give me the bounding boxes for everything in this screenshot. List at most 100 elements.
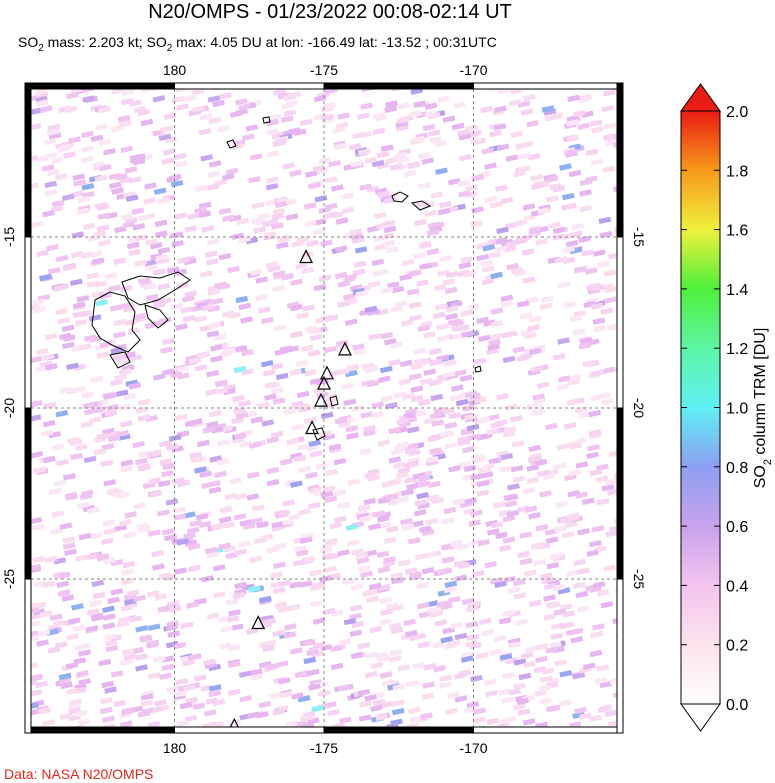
so2-pixel	[96, 432, 109, 440]
so2-pixel	[527, 455, 541, 464]
so2-pixel	[337, 549, 350, 557]
so2-pixel	[44, 189, 58, 197]
so2-pixel	[602, 165, 616, 173]
so2-pixel	[515, 618, 528, 626]
so2-pixel	[161, 528, 175, 536]
so2-pixel	[193, 466, 207, 474]
so2-pixel	[296, 235, 309, 244]
so2-pixel	[518, 152, 532, 160]
so2-pixel	[447, 178, 461, 186]
so2-pixel	[498, 465, 512, 473]
so2-pixel	[126, 241, 140, 250]
so2-pixel	[183, 532, 196, 540]
so2-pixel	[268, 113, 282, 121]
so2-pixel	[417, 398, 431, 407]
so2-pixel	[513, 170, 526, 178]
so2-pixel	[597, 705, 611, 713]
so2-pixel	[510, 465, 524, 473]
so2-pixel	[385, 402, 398, 410]
so2-pixel	[358, 700, 372, 708]
so2-pixel	[238, 302, 252, 311]
so2-pixel	[353, 348, 366, 356]
so2-pixel	[586, 451, 599, 459]
so2-pixel	[418, 480, 432, 488]
so2-pixel	[505, 493, 519, 502]
so2-pixel	[476, 489, 490, 497]
so2-pixel	[209, 355, 223, 363]
so2-pixel	[152, 268, 166, 276]
so2-pixel	[306, 668, 320, 677]
so2-pixel	[578, 411, 592, 419]
so2-pixel	[592, 317, 606, 325]
so2-pixel	[255, 276, 269, 284]
so2-pixel	[494, 245, 508, 253]
so2-pixel	[546, 600, 559, 609]
so2-pixel	[245, 124, 259, 132]
so2-pixel	[61, 341, 75, 350]
so2-pixel	[95, 123, 108, 131]
so2-pixel	[86, 272, 100, 280]
so2-pixel	[418, 474, 431, 482]
so2-pixel	[457, 179, 471, 188]
so2-pixel	[208, 690, 222, 698]
so2-pixel	[409, 110, 422, 118]
so2-pixel	[115, 389, 129, 397]
so2-pixel	[465, 124, 479, 133]
so2-pixel	[140, 118, 154, 127]
so2-pixel	[546, 195, 559, 203]
so2-pixel	[603, 296, 617, 304]
so2-pixel	[99, 697, 113, 705]
so2-pixel	[44, 333, 58, 341]
so2-pixel	[175, 719, 189, 728]
so2-pixel	[76, 295, 90, 303]
lon-tick-top: -170	[459, 62, 487, 78]
so2-pixel	[86, 234, 100, 242]
so2-pixel	[146, 451, 159, 459]
so2-pixel	[40, 429, 54, 437]
so2-pixel	[544, 114, 558, 122]
so2-pixel	[227, 311, 241, 320]
so2-pixel	[207, 170, 221, 178]
so2-pixel	[536, 381, 550, 389]
so2-pixel	[102, 148, 116, 156]
so2-pixel	[245, 627, 259, 635]
so2-pixel	[589, 468, 603, 477]
so2-pixel	[174, 152, 187, 160]
so2-pixel	[383, 536, 397, 544]
so2-pixel	[95, 299, 108, 307]
so2-pixel	[475, 651, 489, 660]
so2-pixel	[238, 236, 251, 244]
so2-pixel	[577, 528, 590, 536]
so2-pixel	[448, 412, 461, 420]
so2-pixel	[110, 588, 124, 596]
so2-pixel	[274, 138, 287, 146]
so2-pixel	[208, 684, 222, 692]
so2-pixel	[545, 704, 559, 712]
so2-pixel	[579, 336, 593, 345]
so2-pixel	[439, 674, 452, 682]
so2-pixel	[364, 305, 378, 313]
so2-pixel	[566, 512, 580, 520]
so2-pixel	[590, 158, 604, 166]
so2-pixel	[319, 546, 333, 554]
so2-pixel	[368, 280, 381, 288]
so2-pixel	[134, 259, 148, 267]
so2-pixel	[147, 623, 161, 631]
so2-pixel	[494, 184, 508, 192]
volcano-triangle-icon	[251, 615, 266, 630]
so2-pixel	[103, 479, 117, 487]
edge-bar-right	[616, 236, 624, 409]
so2-pixel	[376, 515, 390, 523]
so2-pixel	[572, 328, 586, 336]
so2-pixel	[509, 415, 523, 423]
so2-pixel	[343, 398, 357, 406]
so2-pixel	[128, 382, 142, 390]
so2-pixel	[568, 374, 582, 382]
so2-pixel	[91, 579, 105, 588]
so2-pixel	[514, 218, 528, 227]
so2-pixel	[557, 281, 571, 289]
so2-pixel	[158, 133, 172, 141]
so2-pixel	[277, 677, 291, 685]
so2-pixel	[433, 407, 446, 415]
so2-pixel	[107, 434, 121, 443]
